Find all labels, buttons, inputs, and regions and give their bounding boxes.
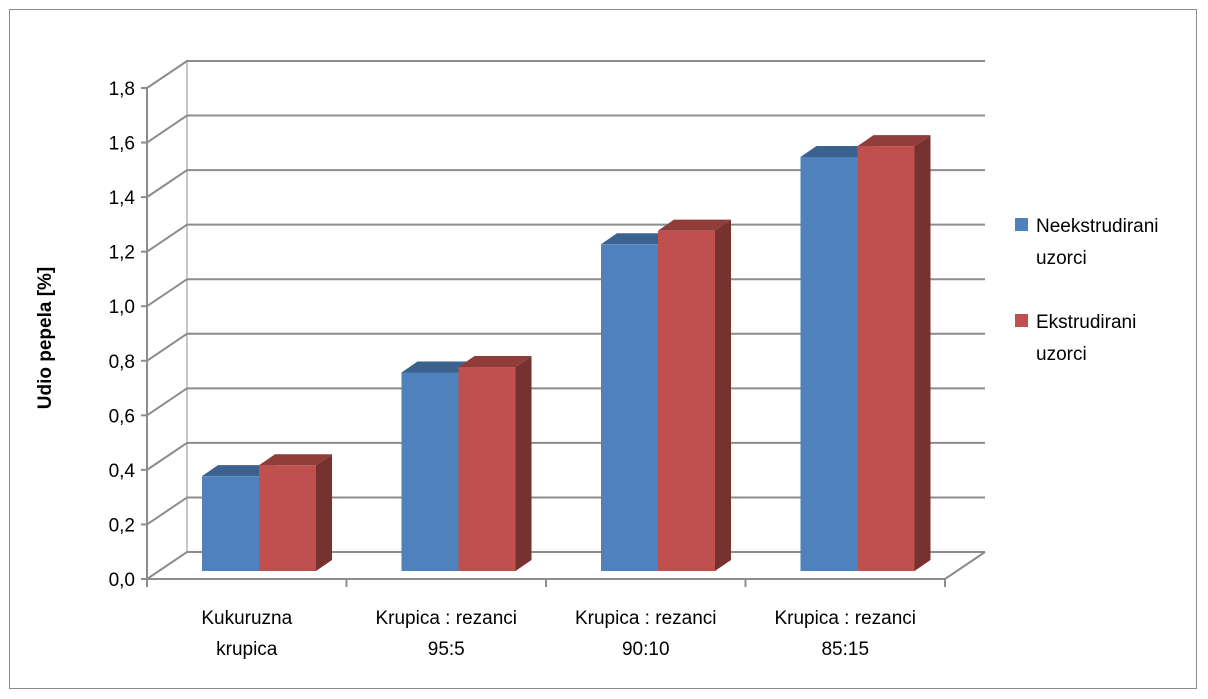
x-category-label: 85:15 — [821, 639, 869, 660]
bar-front — [601, 244, 658, 572]
bar-top — [458, 356, 532, 368]
x-category-label: Krupica : rezanci — [774, 608, 916, 629]
x-category-label: 95:5 — [428, 639, 465, 660]
bar — [857, 135, 931, 571]
bar-side — [316, 454, 332, 571]
legend-swatch — [1015, 218, 1028, 231]
y-tick-label: 1,2 — [109, 243, 135, 264]
bars — [202, 135, 931, 572]
gridline — [146, 60, 985, 89]
y-tick-label: 0,2 — [109, 515, 135, 536]
y-tick-label: 0,6 — [109, 406, 135, 427]
bar-side — [515, 356, 532, 571]
gridline — [146, 114, 985, 144]
bar-top — [658, 219, 731, 231]
legend-label: Neekstrudirani — [1036, 216, 1159, 237]
legend: Neekstrudirani uzorci Ekstrudirani uzorci — [1015, 216, 1159, 365]
legend-label: uzorci — [1036, 344, 1087, 365]
bar-side — [715, 219, 731, 571]
y-tick-label: 0,8 — [109, 352, 135, 373]
bar-front — [202, 476, 259, 571]
bar-front — [857, 146, 915, 571]
y-tick-label: 0,0 — [109, 570, 135, 591]
x-category-label: krupica — [216, 639, 278, 660]
bar-top — [202, 465, 275, 477]
x-category-label: Krupica : rezanci — [575, 608, 717, 629]
axes — [141, 87, 946, 587]
legend-label: Ekstrudirani — [1036, 312, 1136, 333]
y-tick-label: 1,0 — [109, 297, 135, 318]
legend-swatch — [1015, 314, 1028, 327]
y-tick-label: 0,4 — [109, 461, 136, 482]
bar-front — [800, 157, 858, 571]
bar-top — [259, 454, 332, 466]
bar-front — [401, 372, 459, 571]
y-axis-title: Udio pepela [%] — [35, 267, 56, 410]
bar — [658, 219, 731, 571]
bar-front — [259, 465, 316, 571]
bar — [458, 356, 532, 571]
labels: 0,0 0,2 0,4 0,6 0,8 1,0 1,2 1,4 1,6 1,8 Kukuruzna k… — [109, 79, 916, 660]
y-tick-label: 1,6 — [109, 134, 135, 155]
bar — [259, 454, 332, 571]
x-category-label: 90:10 — [622, 639, 670, 660]
bar-front — [458, 367, 516, 571]
x-category-label: Krupica : rezanci — [375, 608, 517, 629]
bar-top — [401, 361, 475, 373]
bar-top — [800, 146, 874, 158]
bar-top — [857, 135, 931, 147]
y-tick-label: 1,4 — [109, 188, 136, 209]
bar-side — [914, 135, 931, 571]
bar-top — [601, 233, 674, 245]
y-tick-label: 1,8 — [109, 79, 135, 100]
x-category-label: Kukuruzna — [201, 608, 292, 629]
legend-label: uzorci — [1036, 248, 1087, 269]
bar-front — [658, 230, 715, 571]
